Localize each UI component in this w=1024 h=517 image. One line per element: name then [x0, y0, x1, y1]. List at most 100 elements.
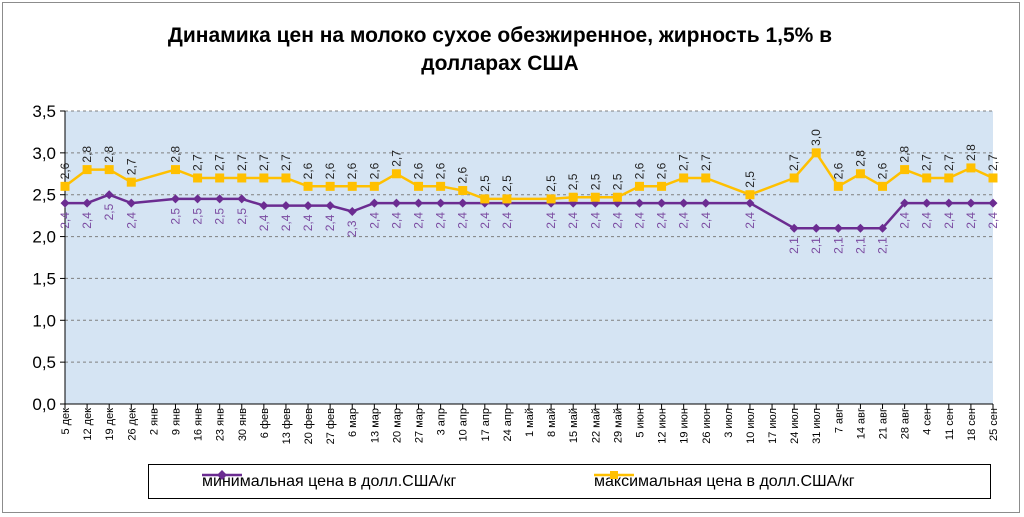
data-label-max: 2,7: [677, 154, 691, 171]
data-label-max: 2,6: [434, 162, 448, 179]
y-tick-label: 2,0: [32, 228, 56, 247]
data-point-max: [414, 181, 424, 191]
data-label-min: 2,5: [191, 208, 205, 225]
data-label-min: 2,4: [301, 214, 315, 231]
data-label-min: 2,1: [876, 237, 890, 254]
data-point-max: [82, 165, 92, 175]
data-label-max: 2,6: [632, 162, 646, 179]
legend-marker-min: [202, 470, 242, 480]
x-tick-label: 12 июн: [657, 408, 669, 444]
data-point-min: [679, 198, 689, 208]
data-label-max: 2,7: [389, 150, 403, 167]
data-label-min: 2,4: [655, 212, 669, 229]
data-point-min: [104, 190, 114, 200]
x-tick-label: 31 июл: [811, 408, 823, 444]
legend-item-min: минимальная цена в долл.США/кг: [202, 465, 456, 498]
y-tick-label: 3,5: [32, 102, 56, 121]
data-point-min: [855, 223, 865, 233]
data-label-min: 2,4: [389, 212, 403, 229]
x-tick-label: 7 авг: [833, 408, 845, 433]
data-point-max: [679, 173, 689, 183]
x-tick-label: 21 авг: [878, 408, 890, 439]
x-tick-label: 19 дек: [104, 408, 116, 441]
data-label-max: 2,6: [876, 162, 890, 179]
data-label-min: 2,1: [809, 237, 823, 254]
x-tick-label: 19 июн: [679, 408, 691, 444]
x-tick-label: 12 дек: [82, 408, 94, 441]
data-label-min: 2,4: [500, 212, 514, 229]
data-label-max: 2,5: [566, 173, 580, 190]
x-tick-label: 25 сен: [988, 408, 1000, 441]
data-point-min: [347, 206, 357, 216]
data-point-min: [811, 223, 821, 233]
data-label-min: 2,4: [942, 212, 956, 229]
legend-label-min: минимальная цена в долл.США/кг: [202, 472, 457, 490]
x-tick-label: 23 янв: [215, 408, 227, 441]
data-point-min: [60, 198, 70, 208]
data-label-min: 2,5: [235, 208, 249, 225]
chart-title: Динамика цен на молоко сухое обезжиренно…: [0, 22, 1000, 78]
data-point-max: [966, 163, 976, 173]
data-point-max: [878, 181, 888, 191]
data-label-min: 2,4: [632, 212, 646, 229]
x-tick-label: 5 июн: [634, 408, 646, 438]
data-point-max: [347, 181, 357, 191]
data-label-min: 2,4: [367, 212, 381, 229]
data-label-max: 2,6: [58, 162, 72, 179]
data-point-min: [745, 198, 755, 208]
plot-area: [65, 111, 993, 404]
data-label-max: 2,6: [831, 162, 845, 179]
x-tick-label: 17 июл: [767, 408, 779, 444]
x-tick-label: 26 дек: [126, 408, 138, 441]
data-point-min: [634, 198, 644, 208]
data-point-min: [414, 198, 424, 208]
data-label-min: 2,4: [588, 212, 602, 229]
data-point-min: [458, 198, 468, 208]
data-point-max: [126, 177, 136, 187]
x-tick-label: 3 июл: [723, 408, 735, 438]
data-point-min: [944, 198, 954, 208]
data-label-min: 2,4: [699, 212, 713, 229]
data-point-max: [811, 148, 821, 158]
x-tick-label: 5 дек: [60, 408, 72, 435]
data-label-min: 2,1: [787, 237, 801, 254]
data-point-min: [391, 198, 401, 208]
data-point-min: [657, 198, 667, 208]
chart-title-line-1: Динамика цен на молоко сухое обезжиренно…: [167, 24, 833, 47]
legend-item-max: максимальная цена в долл.США/кг: [594, 465, 855, 498]
x-tick-label: 4 сен: [922, 408, 934, 435]
data-point-max: [369, 181, 379, 191]
data-label-min: 2,4: [412, 212, 426, 229]
y-tick-label: 0,0: [32, 395, 56, 414]
data-label-min: 2,4: [456, 212, 470, 229]
data-point-min: [436, 198, 446, 208]
data-point-min: [325, 201, 335, 211]
data-point-min: [82, 198, 92, 208]
data-label-min: 2,5: [213, 208, 227, 225]
data-point-max: [922, 173, 932, 183]
data-label-min: 2,4: [124, 212, 138, 229]
x-tick-label: 17 апр: [480, 408, 492, 441]
data-point-max: [237, 173, 247, 183]
x-tick-label: 14 авг: [855, 408, 867, 439]
data-label-min: 2,3: [345, 220, 359, 237]
x-tick-label: 28 авг: [900, 408, 912, 439]
data-label-min: 2,5: [102, 203, 116, 220]
x-tick-label: 6 фев: [259, 408, 271, 438]
y-tick-label: 0,5: [32, 353, 56, 372]
data-label-min: 2,4: [743, 212, 757, 229]
legend-marker-max: [594, 471, 634, 479]
data-label-min: 2,4: [610, 212, 624, 229]
data-point-max: [325, 181, 335, 191]
data-point-min: [193, 194, 203, 204]
data-label-max: 2,5: [478, 175, 492, 192]
data-point-max: [900, 165, 910, 175]
data-point-min: [988, 198, 998, 208]
data-point-max: [657, 181, 667, 191]
x-tick-label: 6 мар: [347, 408, 359, 437]
data-point-min: [789, 223, 799, 233]
data-point-max: [480, 194, 490, 204]
data-point-max: [568, 192, 578, 202]
data-point-max: [281, 173, 291, 183]
data-label-max: 2,5: [588, 173, 602, 190]
